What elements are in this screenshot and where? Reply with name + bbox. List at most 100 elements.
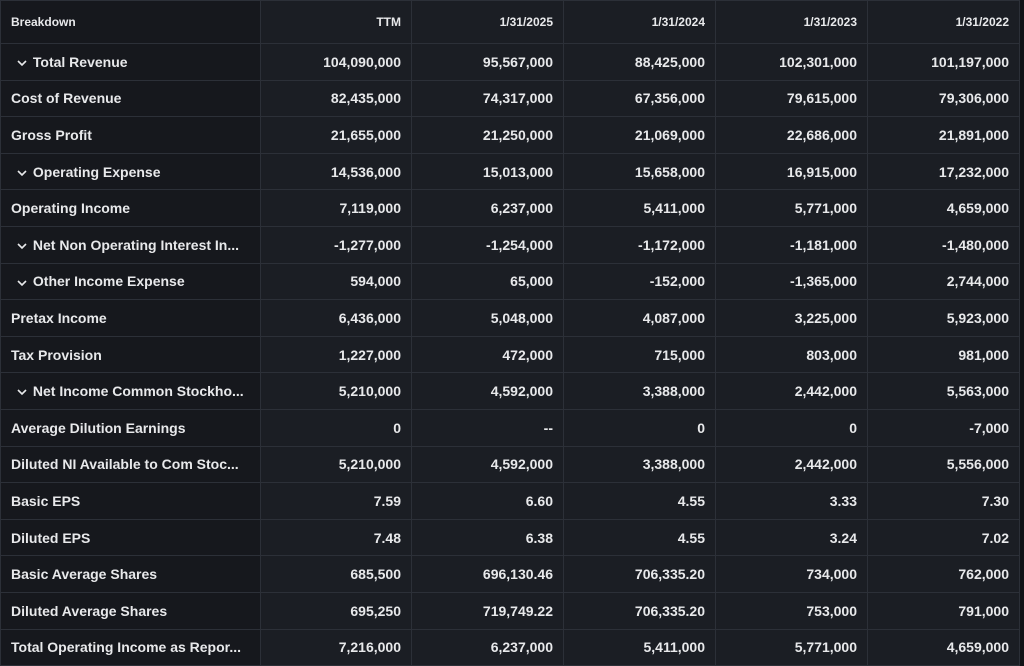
value-cell: 5,771,000	[715, 189, 868, 227]
row-label: Net Non Operating Interest In...	[32, 236, 240, 253]
table-row: Pretax Income 6,436,000 5,048,000 4,087,000…	[0, 299, 1020, 337]
value-cell: 594,000	[260, 262, 412, 301]
cell-value: 6,436,000	[338, 309, 401, 326]
cell-value: 82,435,000	[330, 90, 401, 107]
cell-value: 5,210,000	[338, 383, 401, 400]
value-cell: 5,556,000	[867, 445, 1020, 484]
value-cell: -152,000	[563, 262, 716, 301]
value-cell: 3,388,000	[563, 372, 716, 410]
value-cell: 7,216,000	[260, 628, 412, 666]
cell-value: 3,388,000	[642, 456, 705, 473]
table-row: Diluted EPS 7.48 6.38 4.55 3.24 7.02	[0, 518, 1020, 557]
value-cell: 2,442,000	[715, 372, 868, 410]
table-body: Total Revenue 104,090,000 95,567,000 88,425…	[0, 43, 1020, 666]
row-label-cell: Cost of Revenue	[0, 79, 261, 118]
cell-value: 16,915,000	[786, 163, 857, 180]
value-cell: -7,000	[867, 408, 1020, 447]
value-cell: 803,000	[715, 335, 868, 374]
row-label: Tax Provision	[11, 346, 102, 363]
value-cell: --	[411, 408, 564, 447]
row-label-cell[interactable]: Operating Expense	[0, 152, 261, 191]
value-cell: 695,250	[260, 591, 412, 630]
value-cell: 6.38	[411, 518, 564, 557]
cell-value: 753,000	[806, 602, 857, 619]
value-cell: 15,658,000	[563, 152, 716, 191]
value-cell: 3.33	[715, 482, 868, 520]
expand-chevron[interactable]	[15, 387, 29, 397]
value-cell: 3,388,000	[563, 445, 716, 484]
cell-value: 74,317,000	[482, 90, 553, 107]
cell-value: 104,090,000	[323, 53, 401, 70]
value-cell: 3.24	[715, 518, 868, 557]
cell-value: 594,000	[350, 273, 401, 290]
value-cell: 2,744,000	[867, 262, 1020, 301]
cell-value: 21,655,000	[330, 126, 401, 143]
value-cell: 104,090,000	[260, 43, 412, 81]
table-row: Diluted Average Shares 695,250 719,749.22 7…	[0, 591, 1020, 630]
cell-value: 2,744,000	[946, 273, 1009, 290]
value-cell: 981,000	[867, 335, 1020, 374]
value-cell: 791,000	[867, 591, 1020, 630]
header-cell: 1/31/2025	[411, 0, 564, 44]
value-cell: 22,686,000	[715, 116, 868, 154]
value-cell: 472,000	[411, 335, 564, 374]
row-label: Operating Income	[11, 200, 131, 217]
value-cell: 7.59	[260, 482, 412, 520]
expand-chevron[interactable]	[15, 58, 29, 68]
value-cell: 5,210,000	[260, 445, 412, 484]
cell-value: -1,254,000	[486, 236, 553, 253]
row-label: Operating Expense	[32, 163, 161, 180]
row-label: Average Dilution Earnings	[11, 419, 186, 436]
cell-value: 95,567,000	[482, 53, 553, 70]
value-cell: 88,425,000	[563, 43, 716, 81]
row-label: Diluted EPS	[11, 529, 91, 546]
cell-value: 2,442,000	[794, 456, 857, 473]
value-cell: 6,436,000	[260, 299, 412, 337]
row-label: Basic Average Shares	[11, 566, 158, 583]
row-label-cell[interactable]: Net Non Operating Interest In...	[0, 225, 261, 264]
value-cell: 7,119,000	[260, 189, 412, 227]
value-cell: 753,000	[715, 591, 868, 630]
row-label-cell[interactable]: Total Revenue	[0, 43, 261, 81]
expand-chevron[interactable]	[15, 278, 29, 288]
row-label-cell[interactable]: Net Income Common Stockho...	[0, 372, 261, 410]
cell-value: 3,388,000	[642, 383, 705, 400]
cell-value: 7.30	[981, 492, 1009, 509]
row-label-cell: Gross Profit	[0, 116, 261, 154]
row-label: Total Operating Income as Repor...	[11, 639, 242, 656]
header-row: Breakdown TTM 1/31/2025 1/31/2024 1/31/2023 1…	[0, 0, 1020, 44]
cell-value: -1,181,000	[790, 236, 857, 253]
cell-value: 102,301,000	[779, 53, 857, 70]
value-cell: 67,356,000	[563, 79, 716, 118]
value-cell: -1,480,000	[867, 225, 1020, 264]
cell-value: 4,087,000	[642, 309, 705, 326]
cell-value: 6.38	[525, 529, 553, 546]
cell-value: 7.48	[373, 529, 401, 546]
row-label-cell[interactable]: Other Income Expense	[0, 262, 261, 301]
header-cell: 1/31/2022	[867, 0, 1020, 44]
cell-value: 88,425,000	[634, 53, 705, 70]
cell-value: 5,923,000	[946, 309, 1009, 326]
row-label-cell: Diluted NI Available to Com Stoc...	[0, 445, 261, 484]
table-row: Net Non Operating Interest In... -1,277,0…	[0, 225, 1020, 264]
value-cell: 101,197,000	[867, 43, 1020, 81]
value-cell: -1,181,000	[715, 225, 868, 264]
value-cell: 706,335.20	[563, 591, 716, 630]
cell-value: 695,250	[350, 602, 401, 619]
value-cell: 65,000	[411, 262, 564, 301]
expand-chevron[interactable]	[15, 168, 29, 178]
table-row: Net Income Common Stockho... 5,210,000 4,5…	[0, 372, 1020, 410]
header-cell: 1/31/2024	[563, 0, 716, 44]
row-label-cell: Total Operating Income as Repor...	[0, 628, 261, 666]
cell-value: 981,000	[958, 346, 1009, 363]
cell-value: 5,048,000	[490, 309, 553, 326]
cell-value: 715,000	[654, 346, 705, 363]
value-cell: 734,000	[715, 555, 868, 593]
table-row: Basic EPS 7.59 6.60 4.55 3.33 7.30	[0, 482, 1020, 520]
cell-value: 21,069,000	[634, 126, 705, 143]
value-cell: 3,225,000	[715, 299, 868, 337]
expand-chevron[interactable]	[15, 241, 29, 251]
value-cell: 17,232,000	[867, 152, 1020, 191]
cell-value: 15,658,000	[634, 163, 705, 180]
